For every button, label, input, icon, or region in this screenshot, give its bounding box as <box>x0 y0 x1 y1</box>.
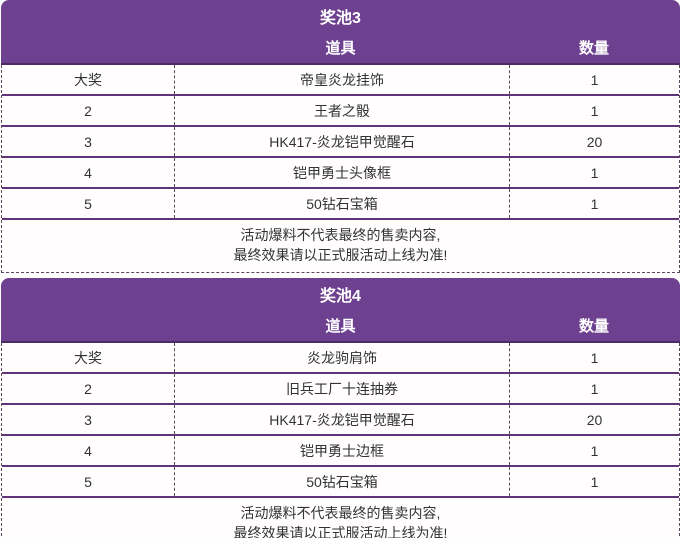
qty-cell: 1 <box>509 65 679 94</box>
table-row: 2 旧兵工厂十连抽券 1 <box>2 374 679 405</box>
prize-pool-3-table: 奖池3 道具 数量 大奖 帝皇炎龙挂饰 1 2 王者之骰 1 3 HK417-炎… <box>1 0 680 273</box>
rank-cell: 2 <box>84 102 92 119</box>
pool-4-title: 奖池4 <box>320 288 361 305</box>
pool-3-body: 大奖 帝皇炎龙挂饰 1 2 王者之骰 1 3 HK417-炎龙铠甲觉醒石 20 … <box>1 65 680 273</box>
pool-3-column-headers: 道具 数量 <box>1 36 680 63</box>
column-header-rank-empty <box>1 36 173 63</box>
item-cell: 铠甲勇士边框 <box>174 436 509 465</box>
disclaimer-note: 活动爆料不代表最终的售卖内容, 最终效果请以正式服活动上线为准! <box>2 498 679 538</box>
table-row: 3 HK417-炎龙铠甲觉醒石 20 <box>2 405 679 436</box>
column-header-item: 道具 <box>325 40 356 57</box>
qty-cell: 1 <box>509 436 679 465</box>
item-cell: 50钻石宝箱 <box>174 467 509 496</box>
table-row: 4 铠甲勇士边框 1 <box>2 436 679 467</box>
column-header-rank-empty <box>1 314 173 341</box>
pool-3-header: 奖池3 道具 数量 <box>1 0 680 65</box>
qty-cell: 1 <box>509 343 679 372</box>
item-cell: HK417-炎龙铠甲觉醒石 <box>174 405 509 434</box>
qty-cell: 1 <box>509 467 679 496</box>
pool-4-column-headers: 道具 数量 <box>1 314 680 341</box>
item-cell: 铠甲勇士头像框 <box>174 158 509 187</box>
qty-cell: 1 <box>509 96 679 125</box>
qty-cell: 1 <box>509 158 679 187</box>
pool-4-body: 大奖 炎龙驹肩饰 1 2 旧兵工厂十连抽券 1 3 HK417-炎龙铠甲觉醒石 … <box>1 343 680 538</box>
table-row: 大奖 帝皇炎龙挂饰 1 <box>2 65 679 96</box>
table-row: 5 50钻石宝箱 1 <box>2 467 679 498</box>
table-row: 5 50钻石宝箱 1 <box>2 189 679 220</box>
rank-cell: 3 <box>84 411 92 428</box>
item-cell: HK417-炎龙铠甲觉醒石 <box>174 127 509 156</box>
item-cell: 王者之骰 <box>174 96 509 125</box>
item-cell: 帝皇炎龙挂饰 <box>174 65 509 94</box>
table-row: 2 王者之骰 1 <box>2 96 679 127</box>
disclaimer-line-1: 活动爆料不代表最终的售卖内容, <box>240 227 441 243</box>
disclaimer-note: 活动爆料不代表最终的售卖内容, 最终效果请以正式服活动上线为准! <box>2 220 679 272</box>
qty-cell: 1 <box>509 189 679 218</box>
qty-cell: 20 <box>509 127 679 156</box>
item-cell: 50钻石宝箱 <box>174 189 509 218</box>
item-cell: 炎龙驹肩饰 <box>174 343 509 372</box>
rank-cell: 大奖 <box>74 71 102 88</box>
disclaimer-line-2: 最终效果请以正式服活动上线为准! <box>233 247 448 263</box>
prize-pool-4-table: 奖池4 道具 数量 大奖 炎龙驹肩饰 1 2 旧兵工厂十连抽券 1 3 HK41… <box>1 278 680 538</box>
rank-cell: 5 <box>84 473 92 490</box>
disclaimer-line-1: 活动爆料不代表最终的售卖内容, <box>240 505 441 521</box>
disclaimer-line-2: 最终效果请以正式服活动上线为准! <box>233 525 448 538</box>
column-header-qty: 数量 <box>578 318 609 335</box>
rank-cell: 大奖 <box>74 349 102 366</box>
rank-cell: 4 <box>84 442 92 459</box>
rank-cell: 3 <box>84 133 92 150</box>
column-header-qty: 数量 <box>578 40 609 57</box>
column-header-item: 道具 <box>325 318 356 335</box>
item-cell: 旧兵工厂十连抽券 <box>174 374 509 403</box>
pool-4-header: 奖池4 道具 数量 <box>1 278 680 343</box>
qty-cell: 20 <box>509 405 679 434</box>
table-row: 大奖 炎龙驹肩饰 1 <box>2 343 679 374</box>
table-row: 3 HK417-炎龙铠甲觉醒石 20 <box>2 127 679 158</box>
rank-cell: 2 <box>84 380 92 397</box>
table-row: 4 铠甲勇士头像框 1 <box>2 158 679 189</box>
rank-cell: 4 <box>84 164 92 181</box>
rank-cell: 5 <box>84 195 92 212</box>
pool-3-title: 奖池3 <box>320 10 361 27</box>
qty-cell: 1 <box>509 374 679 403</box>
